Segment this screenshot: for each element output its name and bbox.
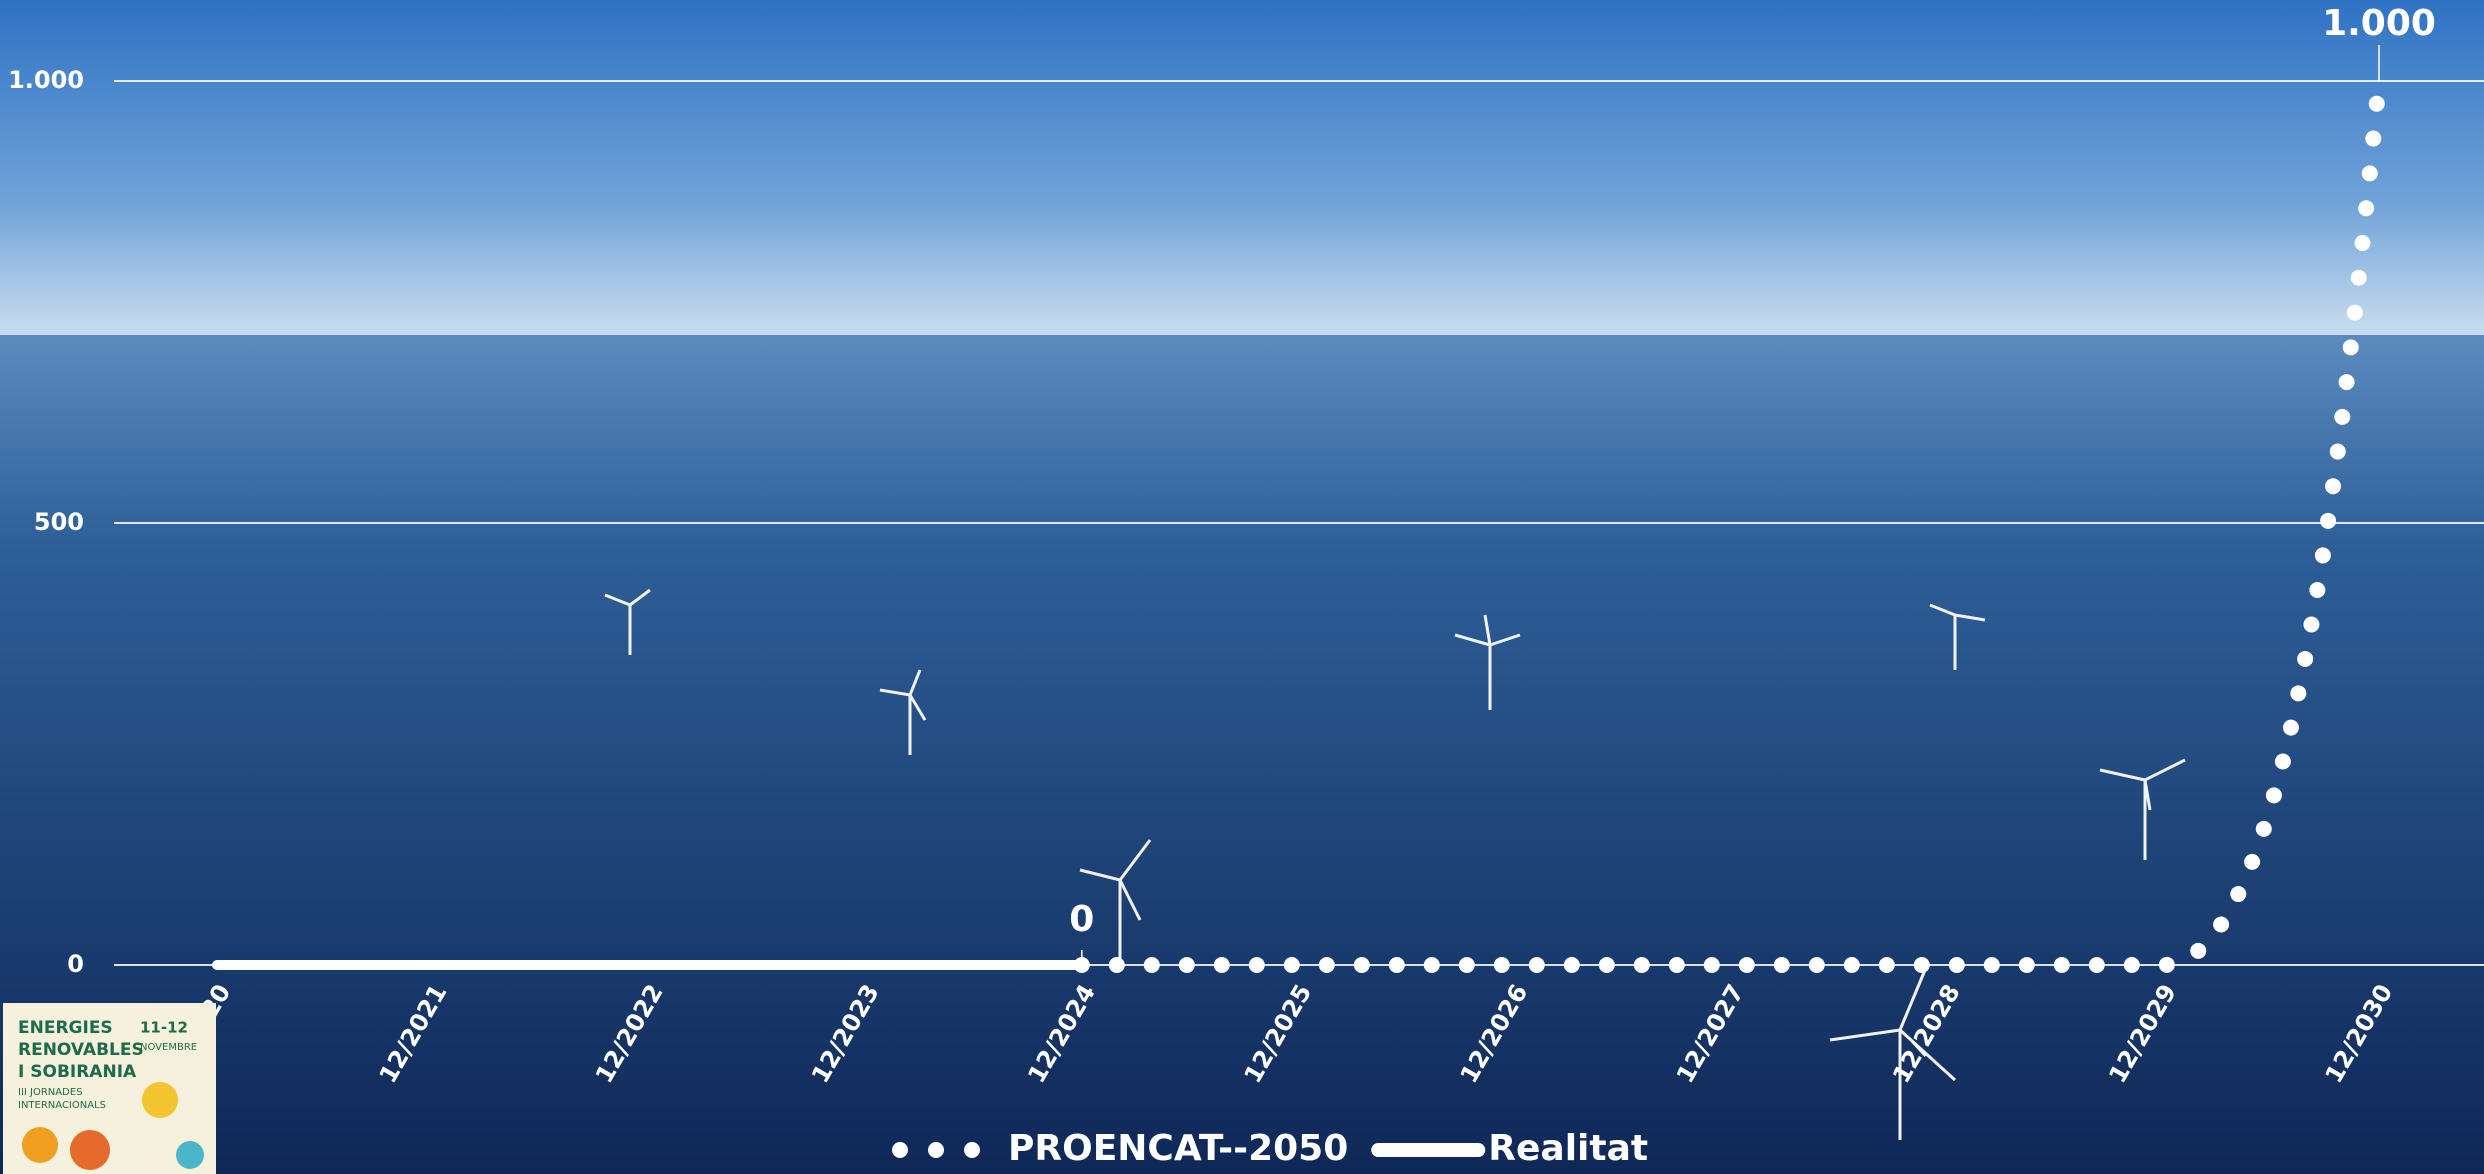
logo-dates: 11-12 <box>140 1019 188 1037</box>
logo-title: I SOBIRANIA <box>18 1062 137 1082</box>
logo-subtitle: III JORNADES <box>18 1087 82 1098</box>
turbines <box>604 588 2186 1140</box>
logo-title: RENOVABLES <box>18 1040 144 1060</box>
legend-marker <box>892 1142 908 1158</box>
logo: ENERGIES RENOVABLES I SOBIRANIA 11-12 NO… <box>3 1003 216 1174</box>
legend-label: PROENCAT--2050 <box>1008 1128 1348 1169</box>
sky <box>0 0 2484 335</box>
y-tick-label: 500 <box>34 508 84 536</box>
logo-title: ENERGIES <box>18 1018 113 1038</box>
logo-icon <box>22 1127 58 1163</box>
legend-label: Realitat <box>1488 1128 1648 1169</box>
series-line <box>1073 73 2387 973</box>
logo-month: NOVEMBRE <box>140 1042 197 1053</box>
value-label: 1.000 <box>2322 3 2436 44</box>
sea <box>0 335 2484 1174</box>
logo-icon <box>142 1082 178 1118</box>
logo-icon <box>70 1130 110 1170</box>
legend-marker <box>964 1142 980 1158</box>
y-tick-label: 1.000 <box>8 66 84 94</box>
y-tick-label: 0 <box>67 950 84 978</box>
value-label: 0 <box>1069 899 1094 940</box>
logo-subtitle: INTERNACIONALS <box>18 1100 106 1111</box>
logo-icon <box>176 1141 204 1169</box>
legend-marker <box>928 1142 944 1158</box>
